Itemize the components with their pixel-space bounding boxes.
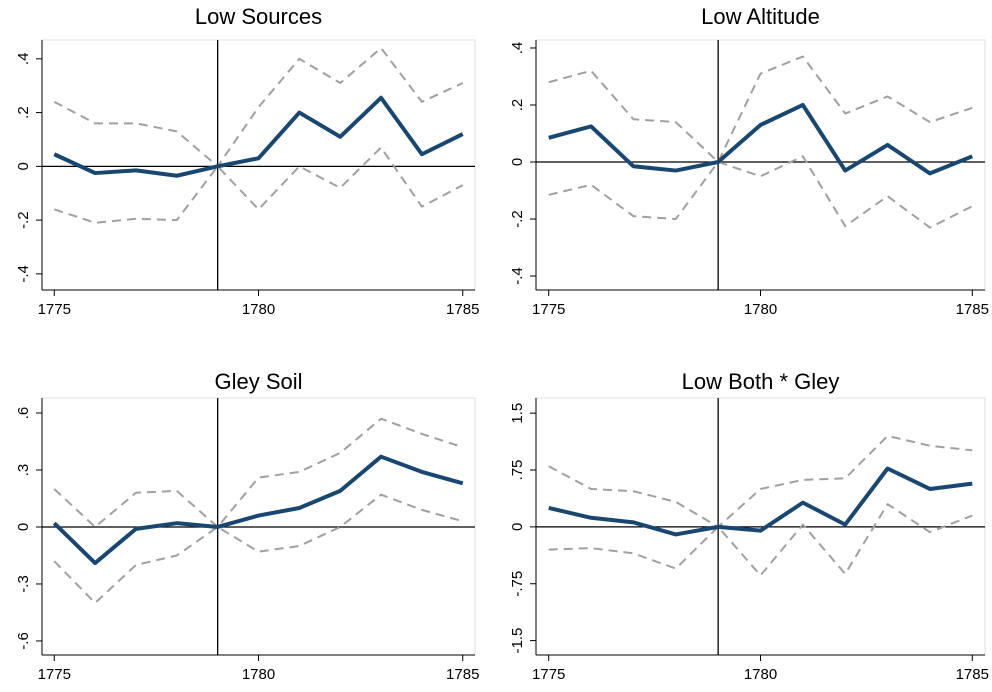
y-tick-label: .6 bbox=[15, 407, 32, 420]
estimate-line bbox=[548, 466, 973, 537]
confidence-line bbox=[548, 55, 973, 164]
panel-title: Low Sources bbox=[195, 4, 322, 29]
panel-title: Gley Soil bbox=[214, 369, 302, 394]
y-tick-label: -1.5 bbox=[509, 628, 526, 654]
y-tick-label: -.2 bbox=[15, 211, 32, 229]
confidence-line bbox=[53, 417, 464, 528]
y-tick-label: .4 bbox=[509, 42, 526, 55]
panel-title: Low Altitude bbox=[701, 4, 820, 29]
y-tick-label: .2 bbox=[15, 106, 32, 119]
y-tick-label: -.6 bbox=[15, 632, 32, 650]
x-tick-label: 1785 bbox=[956, 666, 989, 683]
y-tick-label: .3 bbox=[15, 464, 32, 477]
x-tick-label: 1780 bbox=[242, 666, 275, 683]
x-tick-label: 1775 bbox=[38, 666, 71, 683]
y-tick-label: -.4 bbox=[509, 267, 526, 285]
confidence-line bbox=[53, 493, 464, 604]
x-tick-label: 1785 bbox=[446, 301, 479, 318]
plot-frame bbox=[41, 39, 476, 291]
confidence-line bbox=[53, 146, 464, 224]
estimate-line bbox=[548, 102, 974, 176]
x-tick-label: 1780 bbox=[242, 301, 275, 318]
y-tick-label: .4 bbox=[15, 53, 32, 66]
y-tick-label: 0 bbox=[509, 523, 526, 531]
y-tick-label: .2 bbox=[509, 99, 526, 112]
y-tick-label: .75 bbox=[509, 460, 526, 481]
panel-title: Low Both * Gley bbox=[682, 369, 840, 394]
y-tick-label: 0 bbox=[15, 523, 32, 531]
confidence-line bbox=[548, 155, 973, 229]
x-tick-label: 1780 bbox=[744, 666, 777, 683]
y-tick-label: -.2 bbox=[509, 210, 526, 228]
y-tick-label: 1.5 bbox=[509, 403, 526, 424]
y-tick-label: -.75 bbox=[509, 571, 526, 597]
confidence-line bbox=[548, 434, 973, 528]
confidence-line bbox=[53, 47, 464, 168]
x-tick-label: 1775 bbox=[532, 666, 565, 683]
y-tick-label: 0 bbox=[15, 162, 32, 170]
x-tick-label: 1775 bbox=[38, 301, 71, 318]
x-tick-label: 1775 bbox=[532, 301, 565, 318]
y-tick-label: 0 bbox=[509, 158, 526, 166]
y-tick-label: -.4 bbox=[15, 265, 32, 283]
estimate-line bbox=[53, 95, 464, 178]
y-tick-label: -.3 bbox=[15, 575, 32, 593]
x-tick-label: 1785 bbox=[446, 666, 479, 683]
x-tick-label: 1785 bbox=[956, 301, 989, 318]
estimate-line bbox=[52, 454, 464, 566]
confidence-line bbox=[548, 503, 973, 577]
x-tick-label: 1780 bbox=[744, 301, 777, 318]
